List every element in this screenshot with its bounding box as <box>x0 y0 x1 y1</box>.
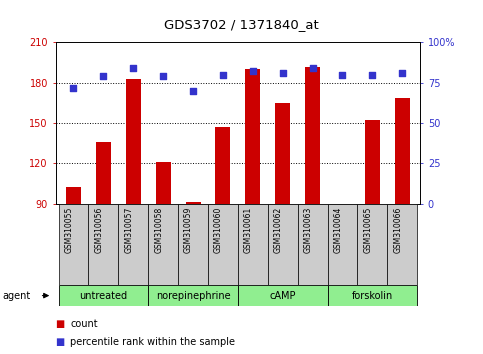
Bar <box>58 204 88 285</box>
Text: GSM310065: GSM310065 <box>363 207 372 253</box>
Text: GDS3702 / 1371840_at: GDS3702 / 1371840_at <box>164 18 319 31</box>
Text: GSM310058: GSM310058 <box>154 207 163 253</box>
Point <box>219 72 227 78</box>
Bar <box>66 188 81 204</box>
Text: agent: agent <box>2 291 30 301</box>
Bar <box>238 204 268 285</box>
Bar <box>88 204 118 285</box>
Text: GSM310062: GSM310062 <box>274 207 283 253</box>
Point <box>249 69 256 74</box>
Bar <box>365 120 380 204</box>
Point <box>99 74 107 79</box>
Bar <box>305 67 320 204</box>
Point <box>159 74 167 79</box>
Point <box>70 85 77 90</box>
Bar <box>118 204 148 285</box>
Text: GSM310055: GSM310055 <box>64 207 73 253</box>
Bar <box>395 97 410 204</box>
Point <box>129 65 137 71</box>
Bar <box>327 285 417 306</box>
Text: GSM310066: GSM310066 <box>393 207 402 253</box>
Text: percentile rank within the sample: percentile rank within the sample <box>70 337 235 347</box>
Bar <box>126 79 141 204</box>
Bar <box>387 204 417 285</box>
Text: GSM310061: GSM310061 <box>244 207 253 253</box>
Bar <box>357 204 387 285</box>
Point <box>279 70 286 76</box>
Point <box>339 72 346 78</box>
Text: untreated: untreated <box>79 291 128 301</box>
Text: ■: ■ <box>56 319 65 329</box>
Bar <box>58 285 148 306</box>
Bar <box>298 204 327 285</box>
Point <box>369 72 376 78</box>
Bar <box>208 204 238 285</box>
Bar <box>327 204 357 285</box>
Bar <box>215 127 230 204</box>
Text: count: count <box>70 319 98 329</box>
Bar <box>148 285 238 306</box>
Bar <box>96 142 111 204</box>
Bar <box>156 162 170 204</box>
Text: GSM310064: GSM310064 <box>333 207 342 253</box>
Bar <box>178 204 208 285</box>
Bar <box>268 204 298 285</box>
Bar <box>238 285 327 306</box>
Text: GSM310057: GSM310057 <box>124 207 133 253</box>
Bar <box>275 103 290 204</box>
Text: forskolin: forskolin <box>352 291 393 301</box>
Text: GSM310063: GSM310063 <box>304 207 313 253</box>
Bar <box>148 204 178 285</box>
Bar <box>185 202 200 204</box>
Point <box>398 70 406 76</box>
Bar <box>245 69 260 204</box>
Text: GSM310060: GSM310060 <box>214 207 223 253</box>
Point <box>189 88 197 94</box>
Text: ■: ■ <box>56 337 65 347</box>
Text: cAMP: cAMP <box>270 291 296 301</box>
Text: GSM310059: GSM310059 <box>184 207 193 253</box>
Point <box>309 65 316 71</box>
Text: GSM310056: GSM310056 <box>94 207 103 253</box>
Text: norepinephrine: norepinephrine <box>156 291 230 301</box>
